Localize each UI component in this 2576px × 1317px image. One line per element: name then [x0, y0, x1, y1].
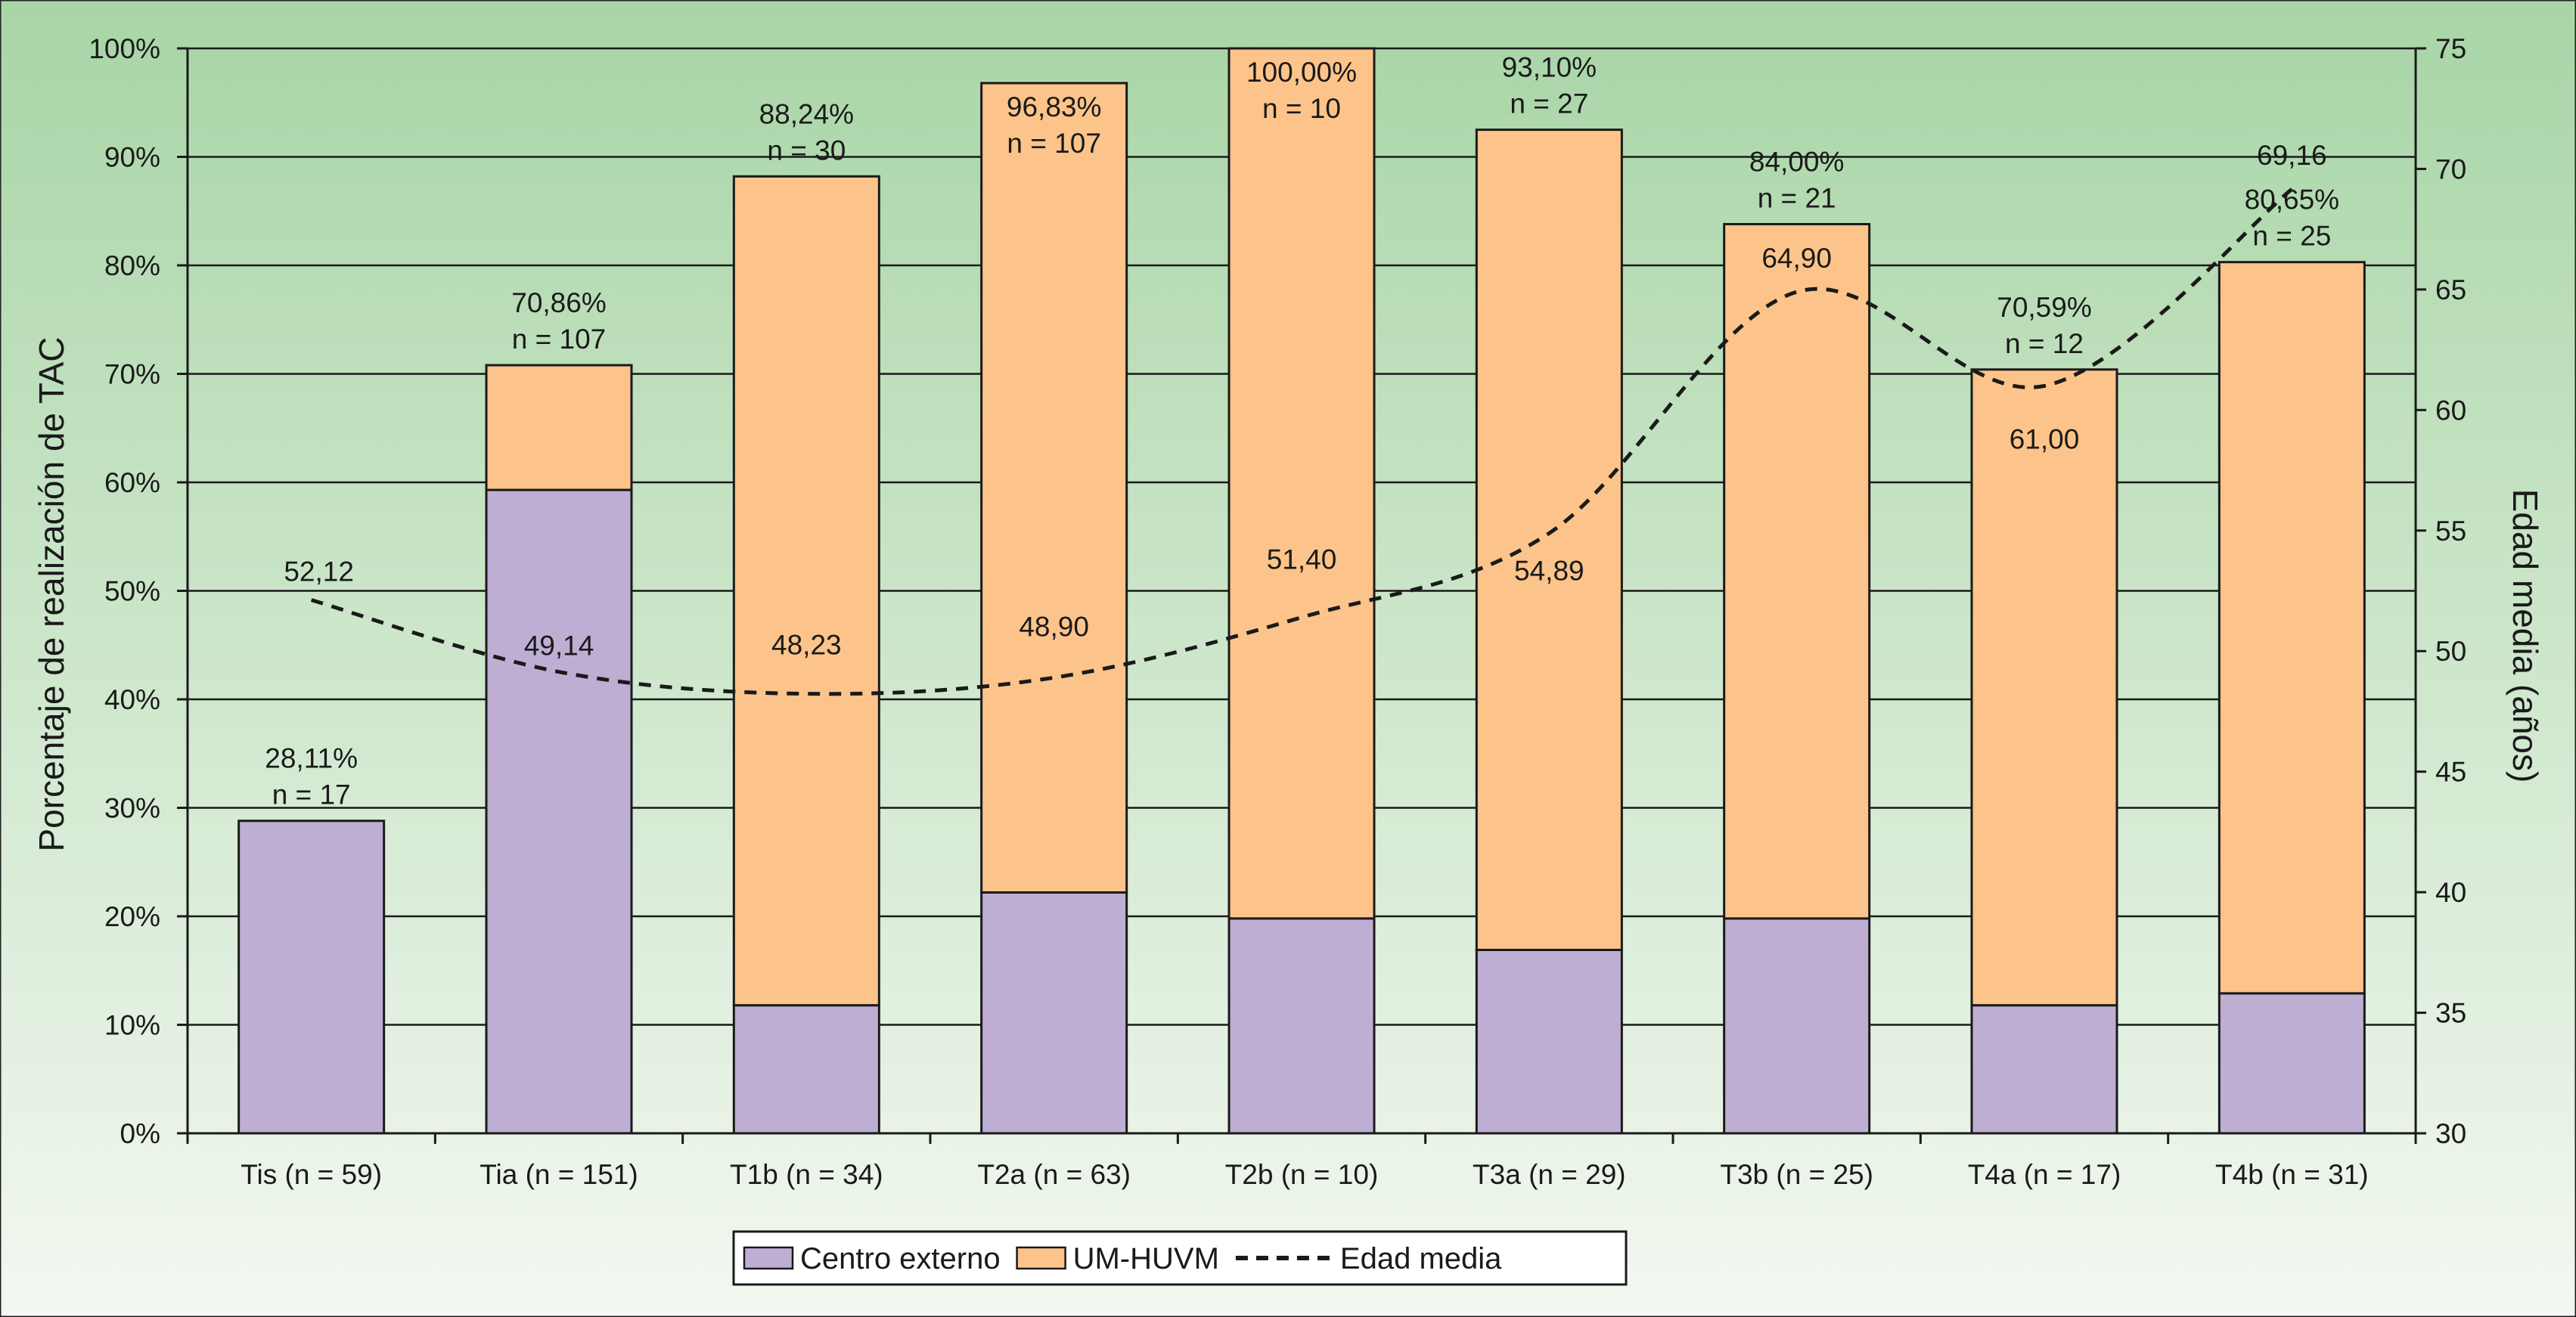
bar-segment: [2218, 992, 2366, 1135]
bar-pct-label: 28,11%: [265, 743, 358, 774]
bar-segment: [1475, 948, 1623, 1135]
legend-label: UM-HUVM: [1073, 1242, 1219, 1275]
line-value-label: 48,23: [771, 630, 842, 661]
line-value-label: 48,90: [1019, 611, 1089, 642]
bar-segment: [980, 82, 1128, 894]
bar-pct-label: 70,59%: [1997, 292, 2092, 323]
bar-pct-label: 100,00%: [1246, 57, 1357, 88]
bar-pct-label: 84,00%: [1749, 146, 1845, 177]
x-tick-label: T4b (n = 31): [2215, 1159, 2369, 1190]
data-labels: 28,11% n = 17 70,86% n = 107 88,24% n = 30 96,…: [265, 52, 2339, 810]
y2-tick-label: 75: [2435, 33, 2466, 64]
x-tick-label: T1b (n = 34): [730, 1159, 883, 1190]
legend-label: Edad media: [1340, 1242, 1502, 1275]
x-tick-label: T2b (n = 10): [1225, 1159, 1379, 1190]
line-value-label: 54,89: [1514, 555, 1584, 586]
bar-n-label: n = 27: [1510, 88, 1588, 119]
y2-tick-label: 35: [2435, 998, 2466, 1029]
bar-n-label: n = 17: [272, 779, 351, 810]
y2-tick-label: 45: [2435, 757, 2466, 788]
bar-segment: [732, 175, 880, 1007]
y2-tick-label: 55: [2435, 516, 2466, 547]
bar-segment: [237, 820, 386, 1135]
bar-segment: [732, 1004, 880, 1135]
y2-tick-label: 60: [2435, 395, 2466, 426]
line-value-label: 64,90: [1761, 243, 1832, 274]
bar-pct-label: 96,83%: [1007, 91, 1102, 122]
y2-tick-label: 65: [2435, 274, 2466, 305]
y2-axis-title: Edad media (años): [2506, 489, 2545, 783]
bar-segment: [1723, 222, 1871, 920]
x-tick-label: T2a (n = 63): [977, 1159, 1131, 1190]
y-tick-label: 0%: [120, 1118, 160, 1149]
y-tick-label: 30%: [104, 793, 160, 824]
bar-segment: [1970, 1004, 2118, 1135]
y-tick-label: 70%: [104, 359, 160, 390]
bar-n-label: n = 107: [512, 324, 606, 355]
x-tick-label: T3a (n = 29): [1473, 1159, 1626, 1190]
y-tick-label: 100%: [88, 33, 160, 64]
age-line-path: [310, 187, 2293, 696]
line-value-label: 61,00: [2010, 423, 2080, 454]
y2-tick-label: 30: [2435, 1118, 2466, 1149]
bar-pct-label: 70,86%: [511, 287, 607, 318]
bar-segment: [2218, 261, 2366, 995]
y2-tick-label: 50: [2435, 636, 2466, 667]
bar-n-label: n = 12: [2005, 328, 2084, 359]
bar-segment: [1970, 368, 2118, 1007]
bar-n-label: n = 21: [1758, 182, 1836, 213]
x-tick-label: T3b (n = 25): [1720, 1159, 1873, 1190]
y-tick-label: 20%: [104, 901, 160, 932]
y-tick-label: 80%: [104, 250, 160, 281]
bar-n-label: n = 107: [1007, 128, 1100, 159]
bar-pct-label: 93,10%: [1502, 52, 1597, 83]
bar-n-label: n = 30: [767, 135, 846, 166]
bar-pct-label: 80,65%: [2245, 184, 2340, 215]
y-tick-label: 50%: [104, 576, 160, 607]
bar-n-label: n = 10: [1262, 93, 1341, 124]
bar-segment: [1723, 917, 1871, 1135]
line-value-label: 49,14: [524, 631, 594, 662]
x-tick-label: Tis (n = 59): [241, 1159, 382, 1190]
x-tick-label: T4a (n = 17): [1968, 1159, 2121, 1190]
y2-tick-label: 40: [2435, 877, 2466, 908]
y-tick-label: 40%: [104, 684, 160, 715]
bars: [237, 47, 2366, 1135]
legend-swatch: [743, 1246, 794, 1270]
legend-swatch: [1016, 1246, 1066, 1270]
bar-segment: [1475, 129, 1623, 951]
bar-segment: [485, 364, 633, 491]
bar-n-label: n = 25: [2252, 221, 2331, 252]
line-value-label: 51,40: [1267, 544, 1337, 575]
age-line: [310, 187, 2293, 696]
line-value-label: 69,16: [2257, 140, 2327, 171]
bar-pct-label: 88,24%: [759, 98, 855, 129]
y2-tick-label: 70: [2435, 153, 2466, 184]
legend: Centro externo UM-HUVM Edad media: [732, 1230, 1628, 1286]
line-value-label: 52,12: [284, 556, 354, 587]
bar-segment: [1227, 917, 1376, 1135]
y-tick-label: 90%: [104, 142, 160, 173]
x-tick-label: Tia (n = 151): [480, 1159, 638, 1190]
y-tick-label: 60%: [104, 467, 160, 498]
bar-segment: [485, 488, 633, 1135]
legend-box: [732, 1230, 1628, 1286]
y-axis-title: Porcentaje de realización de TAC: [32, 336, 71, 851]
bar-segment: [1227, 47, 1376, 920]
y-tick-label: 10%: [104, 1010, 160, 1041]
legend-label: Centro externo: [800, 1242, 1001, 1275]
axes: 0% 10% 20% 30% 40% 50% 60% 70% 80% 90% 100% 30 35 40 4…: [88, 33, 2466, 1190]
bar-segment: [980, 891, 1128, 1135]
